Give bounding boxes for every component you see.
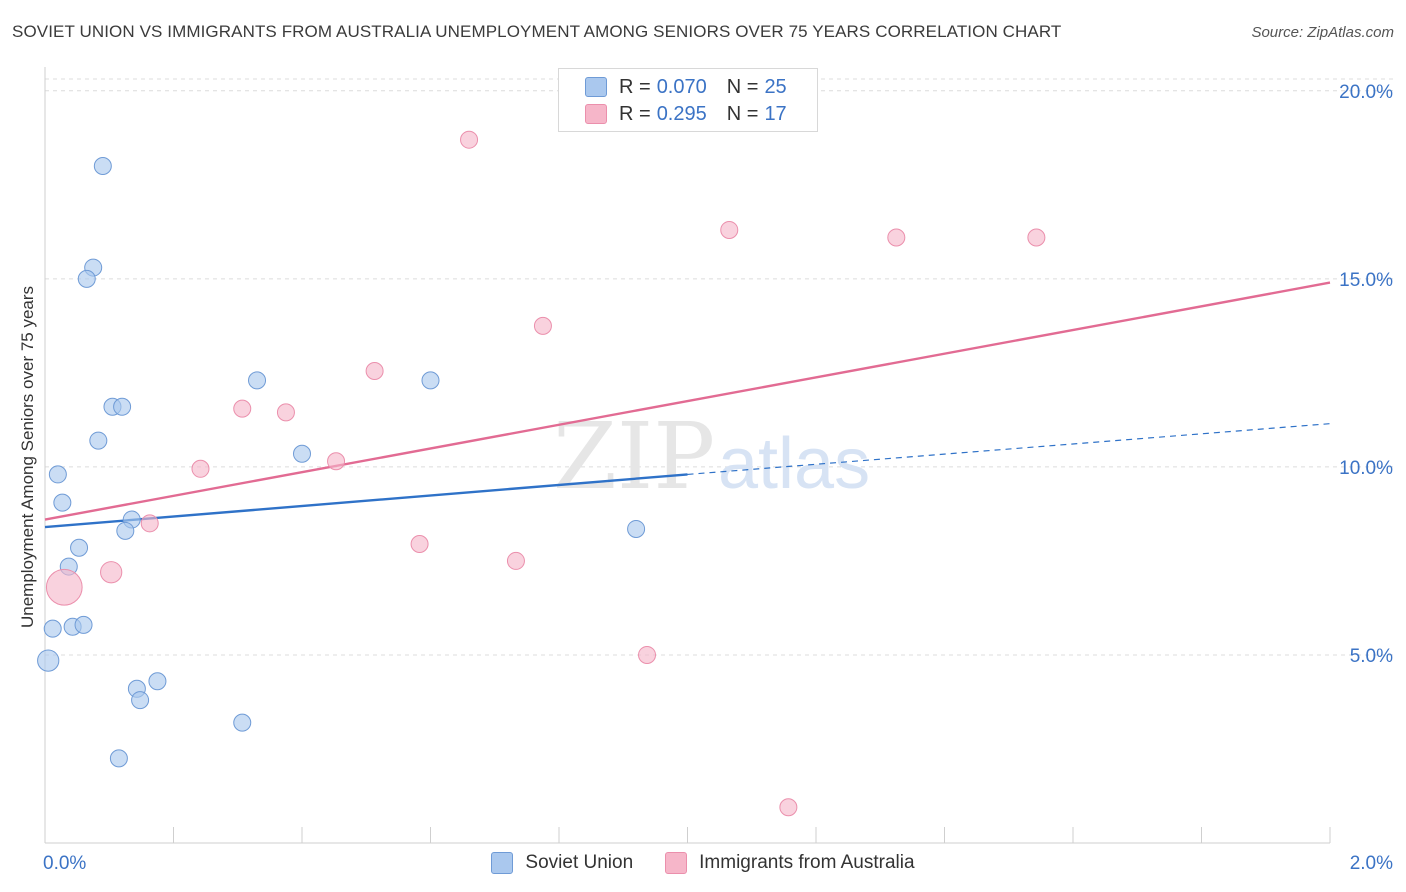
data-point xyxy=(191,459,210,478)
legend-swatch-soviet-union xyxy=(585,77,607,97)
data-point xyxy=(113,397,132,416)
series-swatch-soviet-union xyxy=(491,852,514,874)
data-point xyxy=(109,749,128,768)
data-point xyxy=(533,316,552,335)
legend-r-value: 0.295 xyxy=(656,102,707,125)
y-tick-label: 10.0% xyxy=(1339,458,1393,479)
data-point xyxy=(720,220,739,239)
series-legend-soviet-union[interactable]: Soviet Union xyxy=(491,852,633,874)
x-tick-label: 0.0% xyxy=(43,853,86,874)
legend-r-value: 0.070 xyxy=(656,75,707,98)
legend-r-label: R = xyxy=(619,102,651,125)
data-point xyxy=(887,228,906,247)
y-tick-label: 15.0% xyxy=(1339,270,1393,291)
data-point xyxy=(148,672,167,691)
y-tick-label: 5.0% xyxy=(1350,646,1393,667)
data-point xyxy=(327,452,346,471)
data-point xyxy=(77,269,96,288)
data-point xyxy=(627,519,646,538)
legend-swatch-immigrants-from-australia xyxy=(585,104,607,124)
data-point xyxy=(410,535,429,554)
legend-n-label: N = xyxy=(726,102,759,125)
data-point xyxy=(248,371,267,390)
data-point xyxy=(506,551,525,570)
y-axis-label: Unemployment Among Seniors over 75 years xyxy=(18,286,37,628)
data-point xyxy=(131,691,150,710)
data-point xyxy=(43,619,62,638)
watermark-atlas: atlas xyxy=(718,424,870,504)
data-point xyxy=(93,157,112,176)
series-swatch-immigrants-from-australia xyxy=(665,852,688,874)
data-point xyxy=(53,493,72,512)
data-point xyxy=(421,371,440,390)
data-point xyxy=(100,561,123,584)
series-legend-immigrants-from-australia[interactable]: Immigrants from Australia xyxy=(665,852,915,874)
tick-labels: 5.0% 10.0% 15.0% 20.0% 0.0% 2.0% xyxy=(43,82,1393,874)
series-legend: Soviet Union Immigrants from Australia xyxy=(0,852,1406,874)
source-label: Source: ZipAtlas.com xyxy=(1251,24,1394,41)
data-point xyxy=(365,361,384,380)
axes xyxy=(44,67,1331,844)
data-point xyxy=(89,431,108,450)
trend-line-extension xyxy=(687,423,1331,476)
legend-row-immigrants-from-australia: R = 0.295 N = 17 xyxy=(585,102,787,126)
data-point xyxy=(233,713,252,732)
y-tick-label: 20.0% xyxy=(1339,82,1393,103)
series-label-immigrants-from-australia: Immigrants from Australia xyxy=(699,852,915,873)
data-point xyxy=(779,798,798,817)
data-point xyxy=(1027,228,1046,247)
legend-r-label: R = xyxy=(619,75,651,98)
legend-n-value: 25 xyxy=(764,75,787,98)
correlation-legend: R = 0.070 N = 25 R = 0.295 N = 17 xyxy=(558,68,818,132)
grid-lines xyxy=(45,78,1393,656)
data-point xyxy=(70,538,89,557)
data-point xyxy=(37,649,60,672)
data-point xyxy=(638,645,657,664)
x-tick-label: 2.0% xyxy=(1350,853,1393,874)
data-point xyxy=(45,568,83,606)
trend-line xyxy=(44,281,1331,521)
series-label-soviet-union: Soviet Union xyxy=(525,852,634,873)
legend-n-label: N = xyxy=(726,75,759,98)
data-point xyxy=(116,521,135,540)
chart-title: SOVIET UNION VS IMMIGRANTS FROM AUSTRALI… xyxy=(12,22,1062,41)
data-points xyxy=(37,130,1046,817)
watermark-zip: ZIP xyxy=(553,403,715,510)
data-point xyxy=(276,403,295,422)
data-point xyxy=(293,444,311,463)
data-point xyxy=(140,514,159,533)
data-point xyxy=(48,465,67,484)
watermark: ZIP atlas xyxy=(553,403,870,510)
legend-row-soviet-union: R = 0.070 N = 25 xyxy=(585,75,787,99)
legend-n-value: 17 xyxy=(764,102,787,125)
data-point xyxy=(233,399,252,418)
data-point xyxy=(74,615,93,634)
data-point xyxy=(460,130,479,149)
